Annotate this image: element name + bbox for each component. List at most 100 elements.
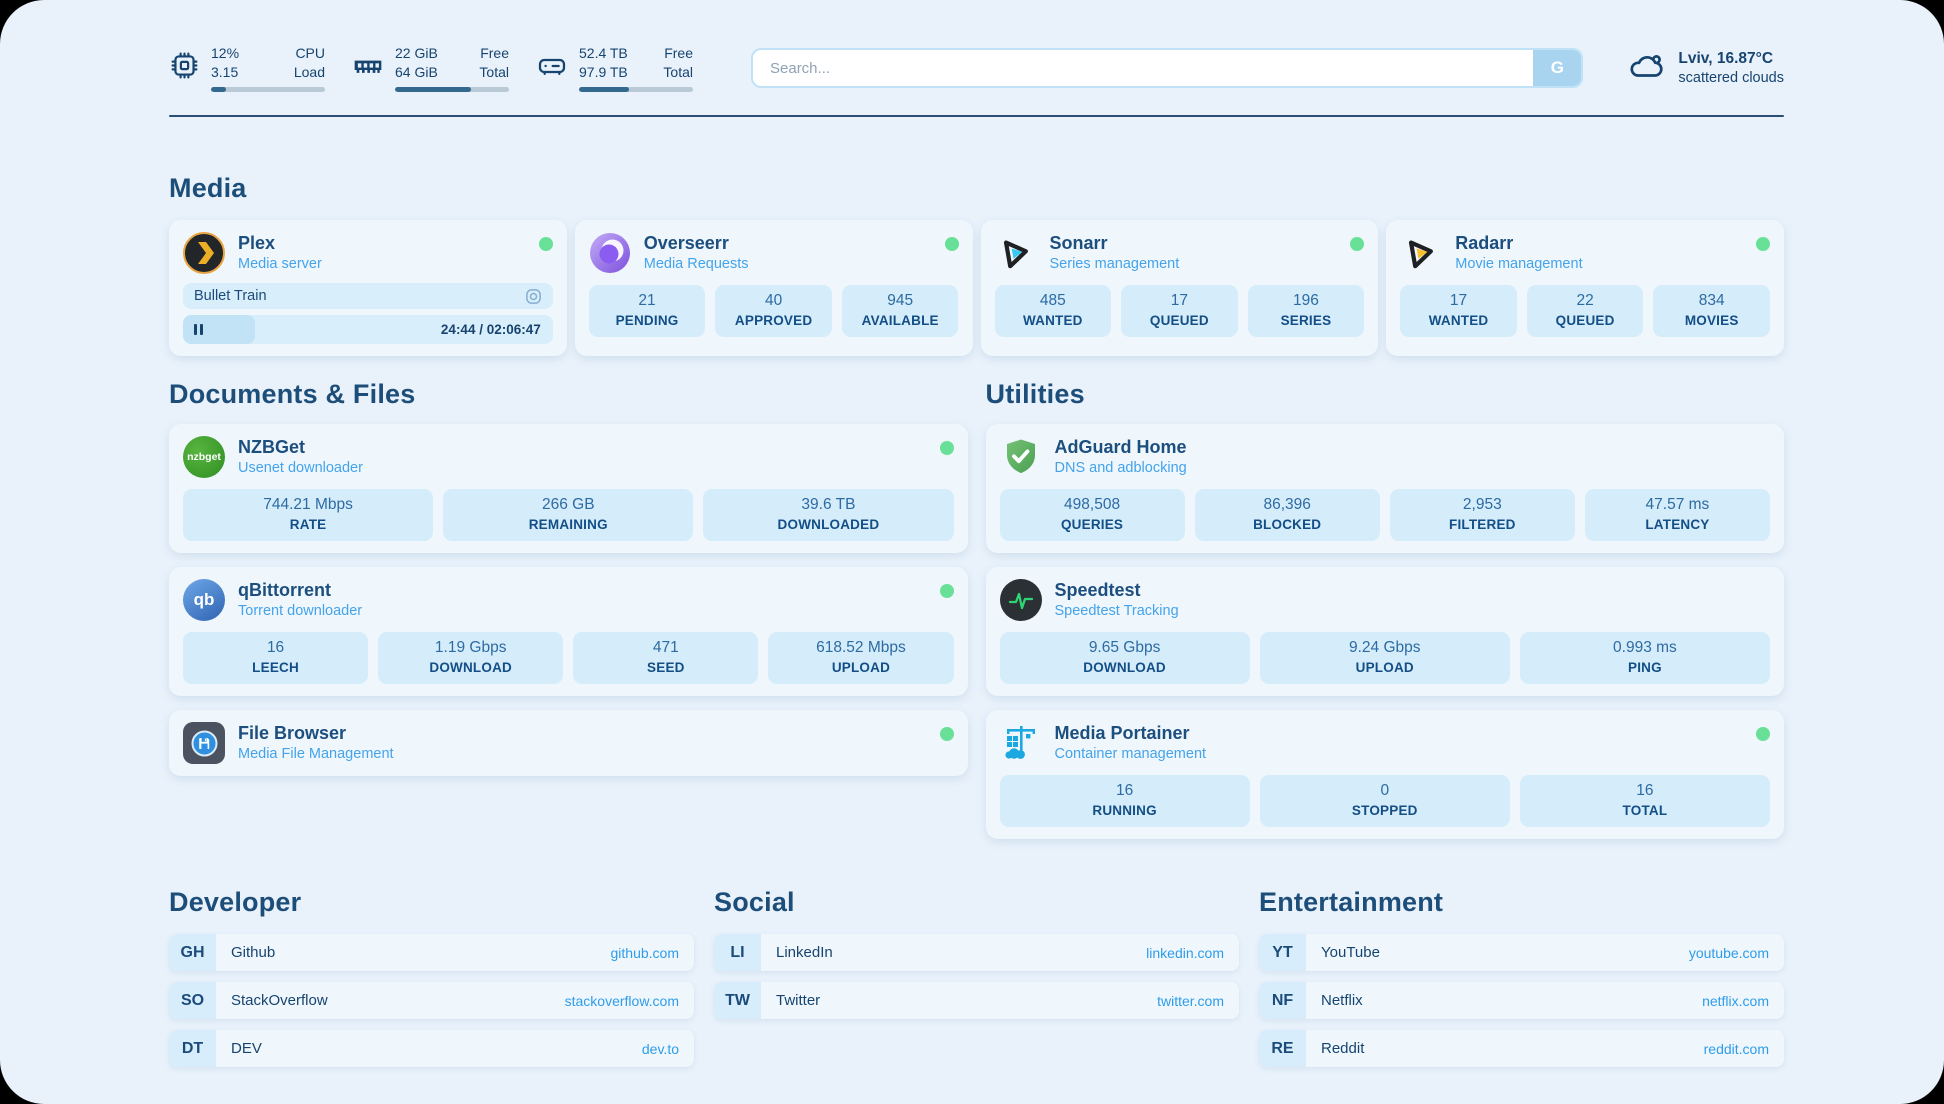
cpu-icon — [169, 50, 200, 86]
bookmark-url: github.com — [610, 944, 679, 961]
playback-time: 24:44 / 02:06:47 — [440, 322, 541, 337]
system-widgets: 12% 3.15 CPU Load — [169, 44, 693, 92]
now-playing-device-icon[interactable] — [525, 288, 542, 305]
app-card-speedtest[interactable]: Speedtest Speedtest Tracking 9.65 Gbps D… — [985, 567, 1784, 696]
app-card-sonarr[interactable]: Sonarr Series management 485 WANTED 17 Q… — [980, 220, 1379, 356]
section-title-developer: Developer — [169, 887, 302, 917]
bookmark-twitter[interactable]: TW Twitter twitter.com — [714, 982, 1239, 1019]
bookmark-youtube[interactable]: YT YouTube youtube.com — [1259, 934, 1784, 971]
qbittorrent-icon: qb — [183, 579, 225, 621]
app-card-plex[interactable]: Plex Media server Bullet Train 24:44 / 0… — [169, 220, 567, 356]
status-dot — [939, 727, 954, 741]
section-title-media: Media — [169, 173, 247, 203]
app-subtitle: Movie management — [1455, 256, 1583, 273]
stat-latency: 47.57 ms LATENCY — [1584, 489, 1770, 541]
documents-column: Documents & Files nzbget NZBGet Usenet d… — [169, 356, 968, 839]
nzbget-icon: nzbget — [183, 436, 225, 478]
bookmark-url: twitter.com — [1157, 992, 1224, 1009]
disk-total-value: 97.9 TB — [579, 64, 628, 80]
bookmark-netflix[interactable]: NF Netflix netflix.com — [1259, 982, 1784, 1019]
stat-movies: 834 MOVIES — [1653, 285, 1770, 337]
bookmark-abbr: YT — [1259, 934, 1306, 971]
disk-widget: 52.4 TB 97.9 TB Free Total — [536, 44, 693, 92]
bookmark-name: StackOverflow — [231, 992, 328, 1009]
overseerr-icon — [589, 232, 631, 274]
app-title: Plex — [238, 232, 276, 253]
adguard-icon — [1000, 436, 1042, 478]
app-title: Overseerr — [643, 232, 729, 253]
status-dot — [939, 441, 954, 455]
stat-queued: 22 QUEUED — [1526, 285, 1644, 337]
playback-progress-bar[interactable]: 24:44 / 02:06:47 — [183, 315, 553, 344]
app-title: AdGuard Home — [1054, 436, 1187, 457]
memory-progress-fill — [395, 86, 472, 92]
stat-queued: 17 QUEUED — [1121, 285, 1238, 337]
topbar-divider — [169, 115, 1784, 117]
bookmark-github[interactable]: GH Github github.com — [169, 934, 694, 971]
app-card-radarr[interactable]: Radarr Movie management 17 WANTED 22 QUE… — [1386, 220, 1784, 356]
app-card-qbittorrent[interactable]: qb qBittorrent Torrent downloader 16 LEE… — [169, 567, 968, 696]
cloud-icon — [1627, 47, 1665, 90]
search-input[interactable] — [753, 50, 1534, 86]
cpu-progress-track — [211, 86, 325, 92]
bookmark-stackoverflow[interactable]: SO StackOverflow stackoverflow.com — [169, 982, 694, 1019]
stat-wanted: 17 WANTED — [1400, 285, 1517, 337]
cpu-widget: 12% 3.15 CPU Load — [169, 44, 325, 92]
app-card-overseerr[interactable]: Overseerr Media Requests 21 PENDING 40 A… — [574, 220, 973, 356]
bookmark-linkedin[interactable]: LI LinkedIn linkedin.com — [714, 934, 1239, 971]
app-card-filebrowser[interactable]: File Browser Media File Management — [169, 710, 968, 776]
stat-seed: 471 SEED — [573, 632, 759, 684]
memory-free-value: 22 GiB — [395, 45, 438, 62]
stat-upload: 9.24 Gbps UPLOAD — [1259, 632, 1510, 684]
app-title: qBittorrent — [238, 579, 331, 600]
stat-wanted: 485 WANTED — [994, 285, 1112, 337]
memory-free-label: Free — [480, 45, 509, 62]
stat-pending: 21 PENDING — [588, 285, 706, 337]
search-bar: G — [751, 48, 1584, 88]
bookmark-abbr: NF — [1259, 982, 1306, 1019]
bookmark-url: netflix.com — [1702, 992, 1769, 1009]
bookmark-name: Twitter — [776, 992, 821, 1009]
memory-progress-track — [395, 86, 509, 92]
app-card-adguard[interactable]: AdGuard Home DNS and adblocking 498,508 … — [985, 424, 1784, 553]
app-subtitle: Torrent downloader — [238, 603, 363, 620]
status-dot — [1756, 237, 1770, 251]
bookmark-name: Netflix — [1321, 992, 1363, 1009]
app-subtitle: Media File Management — [238, 746, 394, 763]
weather-widget: Lviv, 16.87°C scattered clouds — [1627, 47, 1784, 90]
memory-total-value: 64 GiB — [395, 64, 438, 80]
bookmark-name: Reddit — [1321, 1040, 1365, 1057]
memory-icon — [352, 50, 384, 87]
radarr-icon — [1400, 232, 1442, 274]
app-card-portainer[interactable]: Media Portainer Container management 16 … — [985, 710, 1784, 839]
bookmark-url: linkedin.com — [1146, 944, 1224, 961]
stat-filtered: 2,953 FILTERED — [1389, 489, 1575, 541]
section-title-entertainment: Entertainment — [1259, 887, 1444, 917]
bookmark-group-social: Social LI LinkedIn linkedin.com TW Twitt… — [714, 887, 1239, 1078]
status-dot — [939, 584, 954, 598]
bookmark-name: DEV — [231, 1040, 262, 1057]
cpu-progress-fill — [211, 86, 226, 92]
stat-total: 16 TOTAL — [1519, 775, 1771, 827]
memory-widget: 22 GiB 64 GiB Free Total — [352, 44, 509, 92]
app-title: NZBGet — [238, 436, 305, 457]
app-subtitle: DNS and adblocking — [1054, 460, 1187, 477]
stat-available: 945 AVAILABLE — [841, 285, 959, 337]
disk-icon — [536, 50, 568, 87]
stat-leech: 16 LEECH — [183, 632, 369, 684]
pause-icon[interactable] — [194, 324, 203, 335]
bookmark-reddit[interactable]: RE Reddit reddit.com — [1259, 1030, 1784, 1067]
bookmark-dev[interactable]: DT DEV dev.to — [169, 1030, 694, 1067]
status-dot — [944, 237, 959, 251]
app-card-nzbget[interactable]: nzbget NZBGet Usenet downloader 744.21 M… — [169, 424, 968, 553]
bookmark-abbr: TW — [714, 982, 761, 1019]
memory-total-label: Total — [479, 64, 509, 80]
app-subtitle: Container management — [1054, 746, 1207, 763]
app-subtitle: Speedtest Tracking — [1054, 603, 1179, 620]
bookmark-abbr: LI — [714, 934, 761, 971]
now-playing-row: Bullet Train — [183, 283, 553, 309]
stat-queries: 498,508 QUERIES — [999, 489, 1185, 541]
search-engine-button[interactable]: G — [1533, 50, 1582, 86]
status-dot — [1350, 237, 1365, 251]
